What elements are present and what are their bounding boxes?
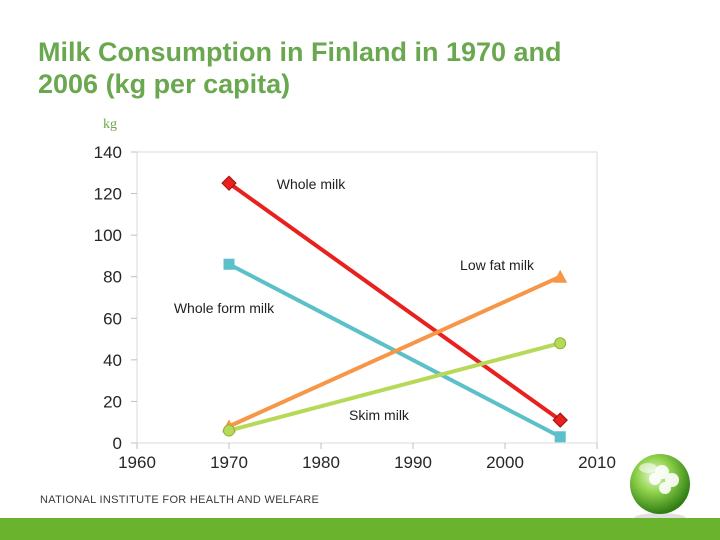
y-tick-label: 60 [103, 309, 122, 328]
y-unit-label: kg [103, 117, 117, 132]
series-label-skim-milk: Skim milk [349, 407, 410, 423]
y-tick-label: 120 [94, 185, 122, 204]
y-tick-label: 40 [103, 351, 122, 370]
x-tick-label: 1970 [210, 453, 248, 472]
data-point-low-fat-milk [553, 269, 568, 283]
slide-title-line-2: 2006 (kg per capita) [38, 69, 291, 99]
data-point-whole-milk [221, 175, 237, 191]
marker-group [221, 175, 568, 443]
series-label-whole-form-milk: Whole form milk [174, 300, 275, 316]
plot-frame [136, 151, 598, 444]
series-line-whole-milk [227, 181, 562, 422]
data-point-whole-form-milk [223, 258, 235, 270]
series-label-group: Whole milk Whole form milk Low fat milk Ski… [174, 176, 535, 423]
data-point-skim-milk [554, 337, 567, 350]
x-tick-label: 2000 [486, 453, 524, 472]
data-point-whole-form-milk [554, 431, 566, 443]
organization-name: NATIONAL INSTITUTE FOR HEALTH AND WELFAR… [40, 494, 320, 506]
y-tick-label: 80 [103, 268, 122, 287]
plot-area-border [136, 151, 598, 444]
y-tick-label: 20 [103, 392, 122, 411]
y-axis: 0 20 40 60 80 100 120 140 [94, 143, 137, 453]
slide-title-line-1: Milk Consumption in Finland in 1970 and [38, 37, 562, 67]
bottom-accent-bar [0, 518, 720, 540]
x-tick-label: 1980 [302, 453, 340, 472]
y-tick-label: 0 [113, 434, 122, 453]
data-point-skim-milk [223, 424, 235, 437]
x-axis: 1960 1970 1980 1990 2000 2010 [118, 443, 616, 472]
x-tick-label: 1960 [118, 453, 156, 472]
x-tick-label: 1990 [394, 453, 432, 472]
y-tick-label: 100 [94, 226, 122, 245]
series-group [227, 181, 562, 439]
series-line-low-fat-milk [228, 274, 562, 429]
x-tick-label: 2010 [578, 453, 616, 472]
series-label-whole-milk: Whole milk [277, 176, 346, 192]
slide-title: Milk Consumption in Finland in 1970 and … [38, 36, 678, 100]
series-line-skim-milk [228, 341, 561, 433]
series-label-low-fat-milk: Low fat milk [460, 257, 535, 273]
data-point-whole-milk [552, 412, 568, 428]
y-tick-label: 140 [94, 143, 122, 162]
